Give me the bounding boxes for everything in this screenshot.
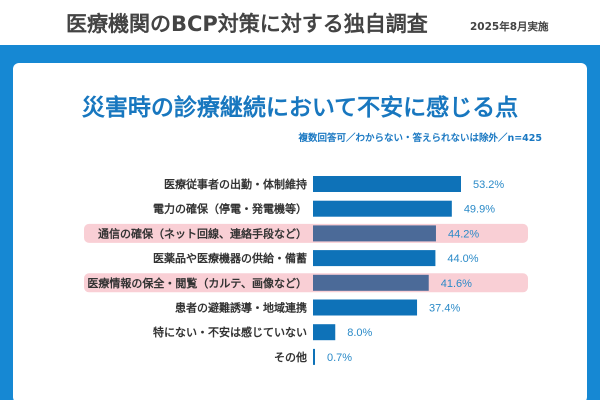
chart-title: 災害時の診療継続において不安に感じる点	[81, 95, 519, 121]
category-label: 患者の避難誘導・地域連携	[175, 301, 307, 315]
bar	[313, 250, 436, 267]
bar	[313, 324, 336, 341]
value-label: 41.6%	[441, 278, 472, 290]
value-label: 37.4%	[429, 303, 460, 315]
bar	[313, 225, 436, 242]
category-label: 医療情報の保全・閲覧（カルテ、画像など）	[87, 276, 307, 290]
category-label: 特にない・不安は感じていない	[153, 325, 307, 339]
survey-date: 2025年8月実施	[470, 21, 549, 33]
bar	[313, 200, 452, 217]
chart-subtitle: 複数回答可／わからない・答えられないは除外／n=425	[298, 133, 542, 144]
category-label: その他	[274, 350, 307, 364]
bar	[313, 348, 315, 365]
value-label: 49.9%	[464, 204, 495, 216]
header: 医療機関のBCP対策に対する独自調査 2025年8月実施	[0, 0, 600, 45]
bar	[313, 299, 418, 316]
value-label: 44.0%	[447, 253, 478, 265]
value-label: 44.2%	[448, 228, 479, 240]
value-label: 0.7%	[327, 352, 352, 364]
bar	[313, 274, 429, 291]
value-label: 8.0%	[347, 327, 372, 339]
bar	[313, 176, 461, 192]
value-label: 53.2%	[473, 179, 504, 191]
category-label: 医療従事者の出勤・体制維持	[164, 177, 307, 191]
category-label: 通信の確保（ネット回線、連絡手段など）	[98, 226, 307, 240]
header-title: 医療機関のBCP対策に対する独自調査	[66, 12, 428, 36]
category-label: 医薬品や医療機器の供給・備蓄	[153, 251, 307, 265]
category-label: 電力の確保（停電・発電機等）	[153, 202, 307, 216]
